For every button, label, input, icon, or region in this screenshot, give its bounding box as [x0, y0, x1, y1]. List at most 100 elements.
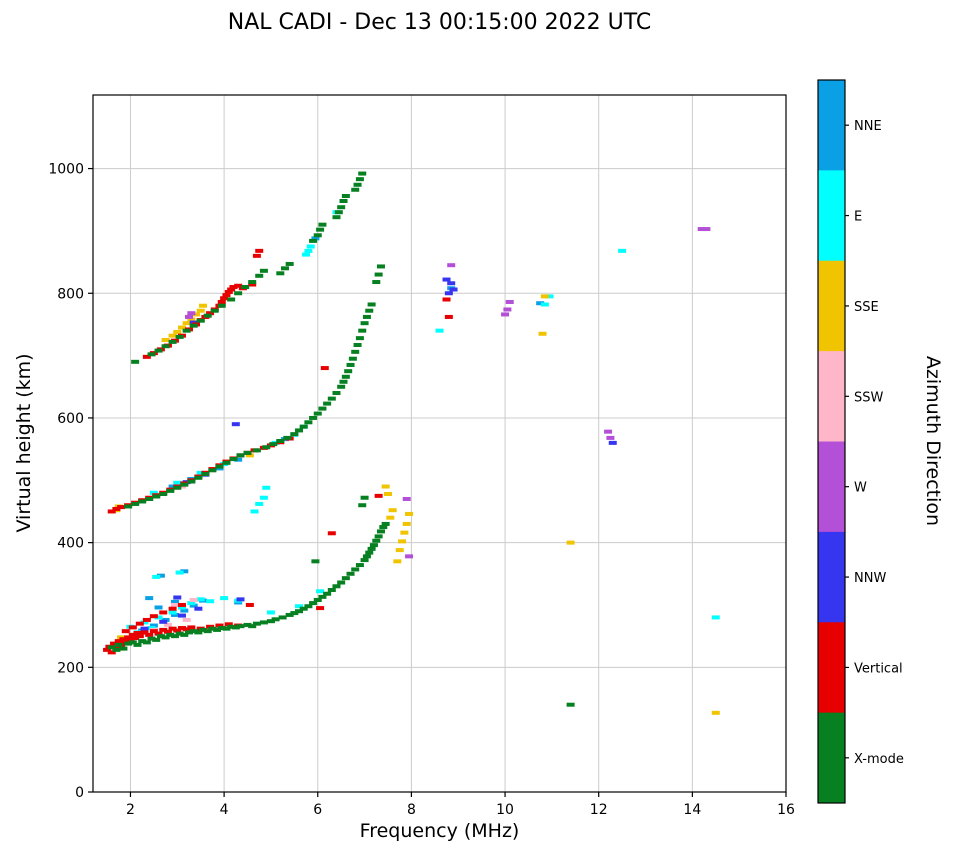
data-point-vertical: [142, 354, 151, 359]
data-point-nne: [189, 603, 198, 608]
data-point-vertical: [229, 285, 238, 290]
data-point-sse: [161, 338, 170, 343]
data-point-x-mode: [339, 198, 348, 203]
data-point-x-mode: [208, 468, 217, 473]
data-point-x-mode: [365, 550, 374, 555]
data-point-sse: [398, 539, 407, 544]
data-point-e: [206, 599, 215, 604]
data-point-x-mode: [248, 280, 257, 285]
data-point-vertical: [163, 629, 172, 634]
data-point-x-mode: [313, 597, 322, 602]
data-point-sse: [388, 508, 397, 513]
data-point-vertical: [217, 299, 226, 304]
data-point-x-mode: [156, 634, 165, 639]
data-point-x-mode: [154, 348, 163, 353]
data-point-x-mode: [107, 645, 116, 650]
data-point-e: [196, 597, 205, 602]
data-point-x-mode: [299, 424, 308, 429]
data-point-sse: [245, 453, 254, 458]
data-point-nne: [234, 457, 243, 462]
data-point-x-mode: [346, 362, 355, 367]
data-point-sse: [173, 329, 182, 334]
data-point-ssw: [163, 622, 172, 627]
data-point-x-mode: [344, 369, 353, 374]
data-point-nnw: [447, 281, 456, 286]
data-point-vertical: [119, 637, 128, 642]
colorbar-tick-label: E: [854, 210, 862, 225]
data-point-x-mode: [327, 588, 336, 593]
colorbar-segment-sse: [818, 260, 845, 352]
data-point-x-mode: [138, 639, 147, 644]
data-point-nne: [149, 623, 158, 628]
data-point-vertical: [316, 606, 325, 611]
data-point-vertical: [140, 630, 149, 635]
data-point-x-mode: [280, 266, 289, 271]
x-tick-label: 12: [590, 802, 608, 818]
data-point-vertical: [215, 623, 224, 628]
data-point-x-mode: [309, 601, 318, 606]
data-point-ssw: [182, 617, 191, 622]
data-point-vertical: [224, 290, 233, 295]
data-point-x-mode: [337, 205, 346, 210]
data-point-x-mode: [131, 501, 140, 506]
data-point-nne: [145, 596, 154, 601]
colorbar-tick-label: X-mode: [854, 752, 904, 767]
data-point-x-mode: [152, 494, 161, 499]
data-point-x-mode: [147, 352, 156, 357]
data-point-nne: [170, 599, 179, 604]
data-point-x-mode: [299, 606, 308, 611]
data-point-x-mode: [234, 291, 243, 296]
data-point-vertical: [177, 626, 186, 631]
data-point-w: [405, 554, 414, 559]
data-point-nnw: [159, 619, 168, 624]
data-point-x-mode: [276, 271, 285, 276]
data-point-x-mode: [255, 273, 264, 278]
data-point-x-mode: [124, 504, 133, 509]
y-tick-label: 1000: [48, 162, 84, 178]
data-point-sse: [177, 325, 186, 330]
data-point-nne: [311, 236, 320, 241]
data-point-x-mode: [222, 626, 231, 631]
data-point-x-mode: [170, 634, 179, 639]
data-point-x-mode: [222, 460, 231, 465]
data-point-x-mode: [203, 313, 212, 318]
data-point-vertical: [149, 629, 158, 634]
data-point-x-mode: [175, 631, 184, 636]
data-point-x-mode: [173, 485, 182, 490]
data-point-nnw: [140, 626, 149, 631]
data-point-nne: [180, 569, 189, 574]
data-point-x-mode: [360, 321, 369, 326]
data-point-x-mode: [227, 297, 236, 302]
data-point-x-mode: [311, 559, 320, 564]
data-point-e: [173, 480, 182, 485]
data-point-x-mode: [332, 391, 341, 396]
data-point-w: [505, 299, 514, 304]
data-point-sse: [381, 484, 390, 489]
data-point-sse: [196, 308, 205, 313]
data-point-w: [503, 307, 512, 312]
plot-background: [93, 95, 786, 792]
data-point-x-mode: [369, 543, 378, 548]
data-point-sse: [402, 521, 411, 526]
data-point-x-mode: [318, 406, 327, 411]
data-point-x-mode: [147, 636, 156, 641]
data-point-x-mode: [208, 626, 217, 631]
colorbar-axis-label: Azimuth Direction: [922, 355, 944, 527]
data-point-vertical: [128, 625, 137, 630]
data-point-x-mode: [175, 334, 184, 339]
data-point-vertical: [444, 314, 453, 319]
data-point-vertical: [234, 283, 243, 288]
colorbar-frame: [817, 79, 846, 804]
data-point-vertical: [124, 635, 133, 640]
data-point-x-mode: [355, 563, 364, 568]
data-point-e: [435, 328, 444, 333]
data-point-e: [177, 605, 186, 610]
data-point-x-mode: [196, 318, 205, 323]
data-point-x-mode: [348, 356, 357, 361]
data-point-e: [196, 470, 205, 475]
data-point-vertical: [222, 293, 231, 298]
data-point-w: [501, 312, 510, 317]
data-point-sse: [405, 511, 414, 516]
data-point-sse: [393, 559, 402, 564]
data-point-x-mode: [358, 328, 367, 333]
